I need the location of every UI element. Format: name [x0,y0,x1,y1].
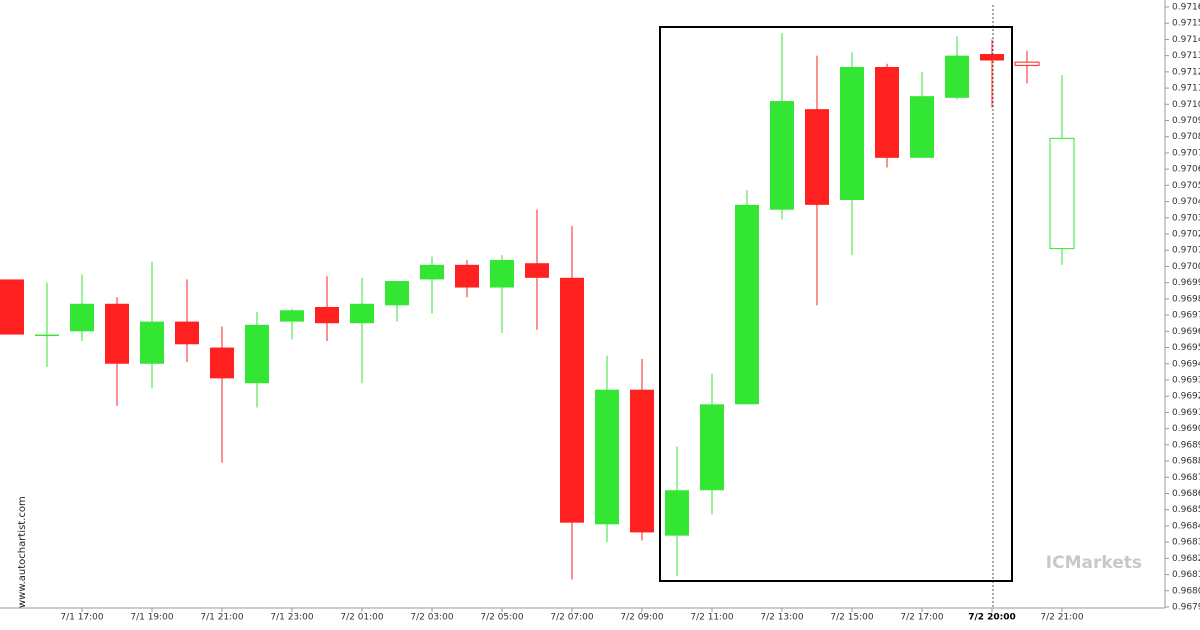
candle-body [630,389,654,533]
candle-body [1014,61,1040,66]
y-tick-label: 0.9704 [1172,197,1200,207]
y-tick-label: 0.9711 [1172,84,1200,94]
y-tick-label: 0.9684 [1172,521,1200,531]
candle-body [665,490,689,536]
watermark: www.autochartist.com [17,496,28,608]
y-tick-label: 0.9712 [1172,67,1200,77]
x-tick-label: 7/2 03:00 [410,613,454,623]
x-tick-label: 7/2 15:00 [830,613,874,623]
x-tick-label: 7/2 21:00 [1040,613,1084,623]
x-tick-label: 7/2 13:00 [760,613,804,623]
y-tick-label: 0.9693 [1172,375,1200,385]
y-tick-label: 0.9697 [1172,311,1200,321]
candle-body [105,303,129,364]
y-tick-label: 0.9692 [1172,392,1200,402]
candle-body [560,277,584,523]
y-tick-label: 0.9696 [1172,327,1200,337]
y-tick-label: 0.9679 [1172,603,1200,613]
y-tick-label: 0.9701 [1172,246,1200,256]
candle-body [735,204,759,405]
y-tick-label: 0.9686 [1172,489,1200,499]
y-tick-label: 0.9683 [1172,538,1200,548]
y-tick-label: 0.9715 [1172,19,1200,29]
pattern-box [659,26,1013,582]
y-tick-label: 0.9699 [1172,278,1200,288]
y-tick-label: 0.9691 [1172,408,1200,418]
x-tick-label: 7/1 17:00 [60,613,104,623]
candle-body [455,264,479,288]
y-tick-label: 0.9689 [1172,440,1200,450]
y-tick-label: 0.9713 [1172,51,1200,61]
candle-body [1049,137,1075,250]
y-tick-label: 0.9708 [1172,132,1200,142]
y-tick-label: 0.9687 [1172,473,1200,483]
y-tick-label: 0.9688 [1172,457,1200,467]
x-tick-label: 7/1 21:00 [200,613,244,623]
candle-body [770,101,794,210]
x-tick-label: 7/2 05:00 [480,613,524,623]
candle-body [140,321,164,364]
candle-body [245,324,269,384]
y-tick-label: 0.9695 [1172,343,1200,353]
y-tick-label: 0.9716 [1172,3,1200,13]
y-tick-label: 0.9705 [1172,181,1200,191]
x-tick-label: 7/1 23:00 [270,613,314,623]
candle-body [910,96,934,158]
candle-body [980,54,1004,61]
x-tick-label: 7/2 01:00 [340,613,384,623]
candle-body [700,404,724,491]
y-tick-label: 0.9694 [1172,359,1200,369]
y-tick-label: 0.9702 [1172,230,1200,240]
x-tick-label: 7/2 07:00 [550,613,594,623]
candle-body [945,55,969,98]
x-tick-label: 7/1 19:00 [130,613,174,623]
candle-body [175,321,199,345]
x-tick-label: 7/2 20:00 [968,613,1016,623]
candle-body [805,109,829,205]
y-tick-label: 0.9698 [1172,294,1200,304]
candle-body [875,67,899,158]
candle-body [840,67,864,200]
y-tick-label: 0.9706 [1172,165,1200,175]
candle-body [280,310,304,322]
x-tick-label: 7/2 09:00 [620,613,664,623]
candle-body [595,389,619,525]
candle-body [210,347,234,379]
y-tick-label: 0.9681 [1172,570,1200,580]
y-tick-label: 0.9707 [1172,148,1200,158]
y-tick-label: 0.9685 [1172,505,1200,515]
candle-body [70,303,94,332]
candle-body [35,334,59,337]
candle-body [0,279,24,335]
y-tick-label: 0.9714 [1172,35,1200,45]
x-tick-label: 7/2 17:00 [900,613,944,623]
y-tick-label: 0.9682 [1172,554,1200,564]
y-tick-label: 0.9703 [1172,213,1200,223]
candle-body [315,307,339,324]
y-tick-label: 0.9709 [1172,116,1200,126]
x-tick-label: 7/2 11:00 [690,613,734,623]
candle-body [420,264,444,280]
candle-body [490,259,514,288]
candle-body [350,303,374,324]
logo: ICMarkets [1046,553,1142,573]
candle-body [525,263,549,278]
candle-body [385,281,409,306]
